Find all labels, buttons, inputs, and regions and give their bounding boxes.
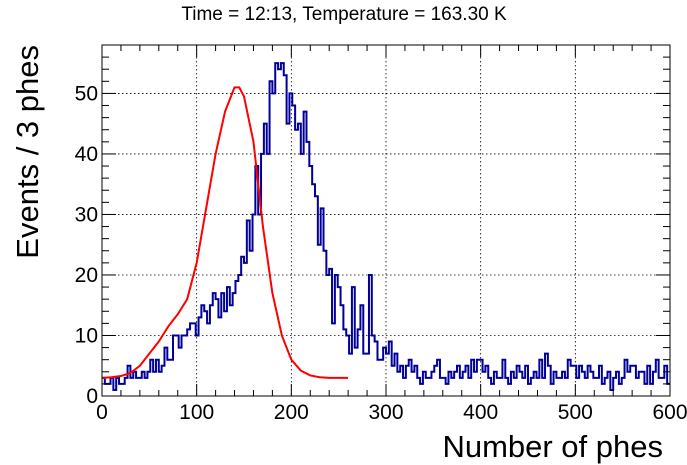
histogram-step-line (102, 62, 670, 391)
y-tick-label: 30 (75, 203, 98, 226)
y-axis-title: Events / 3 phes (10, 45, 45, 259)
y-tick-label: 50 (75, 82, 98, 105)
grid (102, 45, 670, 396)
x-tick-label: 200 (274, 401, 309, 424)
x-tick-label: 100 (179, 401, 214, 424)
tick-labels: 0 100 200 300 400 500 600 0 10 20 30 40 50 (75, 82, 687, 424)
y-tick-label: 10 (75, 324, 98, 347)
x-axis-title: Number of phes (442, 429, 663, 464)
x-tick-label: 600 (652, 401, 687, 424)
x-tick-label: 0 (96, 401, 108, 424)
x-tick-label: 500 (558, 401, 593, 424)
x-tick-label: 400 (463, 401, 498, 424)
y-tick-label: 40 (75, 143, 98, 166)
chart-title: Time = 12:13, Temperature = 163.30 K (181, 4, 507, 25)
axis-ticks (101, 44, 671, 397)
x-tick-label: 300 (368, 401, 403, 424)
y-tick-label: 0 (86, 385, 98, 408)
fit-curve (101, 86, 349, 379)
y-tick-label: 20 (75, 264, 98, 287)
